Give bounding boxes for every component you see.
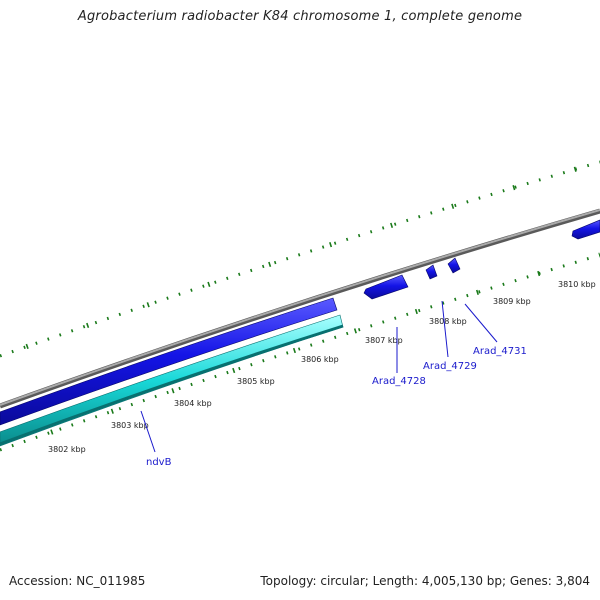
gene-label-arad-4731: Arad_4731: [473, 346, 527, 357]
inner-tick-ring: [0, 252, 600, 453]
tick-label-3809: 3809 kbp: [493, 297, 531, 306]
forward-cds-track: [0, 219, 600, 426]
tick-label-3810: 3810 kbp: [558, 280, 596, 289]
tick-label-3803: 3803 kbp: [111, 421, 149, 430]
leader-ndvb: [140, 410, 156, 453]
tick-label-3808: 3808 kbp: [429, 317, 467, 326]
outer-tick-ring: [0, 159, 600, 359]
reverse-cds-track: [0, 314, 344, 447]
accession-text: Accession: NC_011985: [9, 574, 146, 588]
tick-label-3804: 3804 kbp: [174, 399, 212, 408]
tick-label-3806: 3806 kbp: [301, 355, 339, 364]
genome-backbone: [0, 208, 600, 409]
cds-next-right: [571, 219, 600, 240]
gene-labels: ndvB Arad_4728 Arad_4729 Arad_4731: [146, 346, 527, 468]
outer-major-ticks: [0, 159, 600, 359]
genome-stats-text: Topology: circular; Length: 4,005,130 bp…: [260, 574, 590, 588]
cds-arad-4731: [447, 257, 461, 274]
tick-labels: 3802 kbp 3803 kbp 3804 kbp 3805 kbp 3806…: [48, 280, 596, 454]
tick-label-3802: 3802 kbp: [48, 445, 86, 454]
gene-label-arad-4728: Arad_4728: [372, 376, 426, 387]
map-title: Agrobacterium radiobacter K84 chromosome…: [77, 9, 523, 24]
tick-label-3805: 3805 kbp: [237, 377, 275, 386]
inner-minor-ticks: [0, 253, 600, 452]
tick-label-3807: 3807 kbp: [365, 336, 403, 345]
leader-arad-4729: [441, 300, 449, 358]
leader-arad-4731: [464, 303, 498, 343]
forward-cds-long: [0, 297, 338, 426]
outer-minor-ticks: [0, 160, 600, 358]
gene-label-ndvb: ndvB: [146, 457, 172, 468]
gene-label-arad-4729: Arad_4729: [423, 361, 477, 372]
cds-arad-4728: [363, 274, 409, 300]
gene-leader-lines: [140, 300, 498, 453]
cds-arad-4729: [425, 264, 438, 280]
